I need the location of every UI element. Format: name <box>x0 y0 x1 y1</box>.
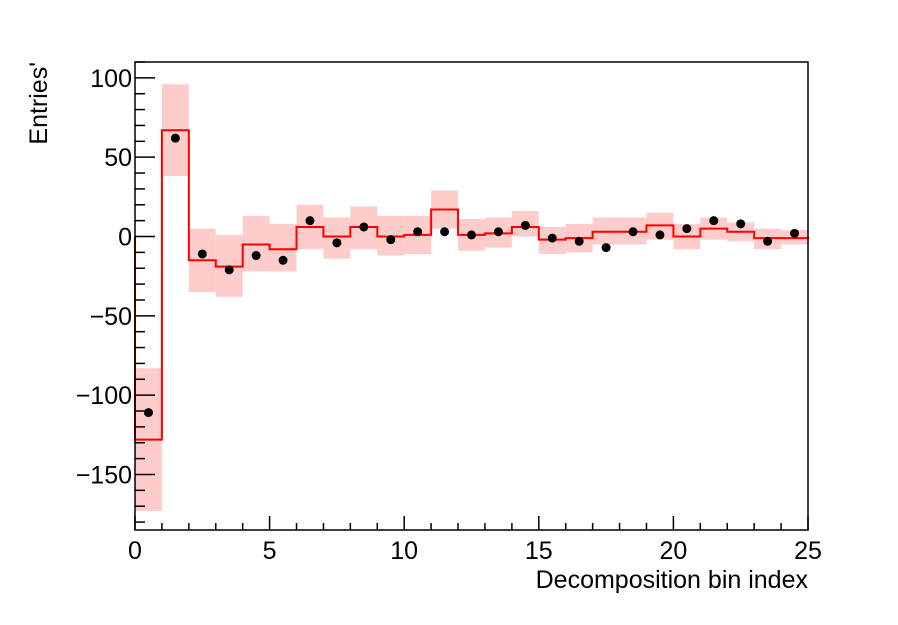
data-point <box>574 236 584 246</box>
data-point <box>467 230 476 240</box>
data-point <box>790 228 800 238</box>
data-point <box>251 251 261 261</box>
data-point <box>547 233 557 243</box>
data-point <box>413 227 423 237</box>
x-tick-label: 20 <box>659 537 687 565</box>
data-point <box>763 236 773 246</box>
data-point <box>709 216 719 226</box>
data-point <box>386 235 396 245</box>
error-band-bin <box>323 217 351 259</box>
data-point <box>655 230 665 240</box>
x-tick-label: 15 <box>525 537 553 565</box>
y-tick-label: −50 <box>90 303 132 331</box>
data-point <box>628 227 638 237</box>
data-point <box>493 227 503 237</box>
x-tick-label: 10 <box>390 537 418 565</box>
data-point <box>520 220 530 230</box>
y-axis: −150 −100 −50 0 50 100 <box>76 61 155 523</box>
x-axis-label: Decomposition bin index <box>536 566 809 594</box>
y-tick-label: 50 <box>104 144 132 172</box>
y-tick-label: 100 <box>90 65 132 93</box>
plot-frame <box>134 61 809 531</box>
data-point <box>736 219 746 229</box>
data-point <box>359 222 369 232</box>
y-axis-label: Entries' <box>25 62 53 145</box>
y-tick-label: 0 <box>118 224 132 252</box>
x-tick-label: 25 <box>794 537 822 565</box>
data-point <box>682 224 692 234</box>
data-point <box>440 227 450 237</box>
y-tick-label: −100 <box>76 382 132 410</box>
y-tick-label: −150 <box>76 461 132 489</box>
data-point <box>143 408 153 418</box>
data-point <box>197 249 207 259</box>
data-point <box>278 255 288 265</box>
error-band-layer <box>135 84 808 511</box>
x-tick-label: 0 <box>128 537 142 565</box>
data-point <box>170 133 180 143</box>
data-point <box>224 265 234 275</box>
x-tick-label: 5 <box>263 537 277 565</box>
data-point <box>305 216 315 226</box>
histogram-step-line <box>134 129 809 441</box>
x-axis: 0 5 10 15 20 25 <box>128 516 822 565</box>
data-point <box>332 238 342 248</box>
data-point <box>601 243 611 253</box>
data-points-layer <box>143 133 800 418</box>
